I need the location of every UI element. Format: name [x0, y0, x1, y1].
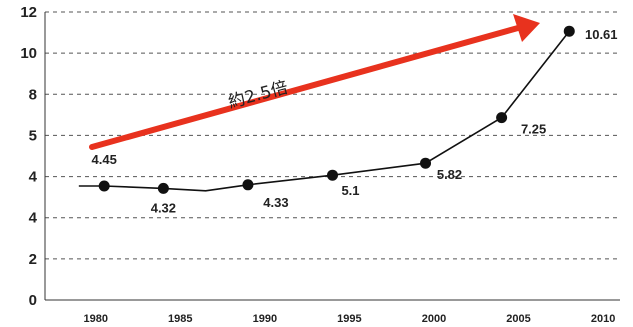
y-tick-label: 8	[29, 86, 37, 103]
trend-arrow: 約2.5倍	[89, 14, 540, 150]
data-point	[98, 180, 110, 192]
series	[78, 25, 575, 194]
data-label: 5.82	[437, 167, 462, 182]
data-point	[420, 157, 432, 169]
x-tick-label: 2010	[591, 313, 615, 325]
annotation-text: 約2.5倍	[226, 78, 290, 113]
y-tick-labels: 0 2 4 4 5 8 10 12	[20, 4, 37, 309]
data-label: 4.32	[151, 200, 176, 215]
data-point	[157, 182, 169, 194]
x-tick-label: 1985	[168, 313, 192, 325]
x-tick-labels: 1980 1985 1990 1995 2000 2005 2010	[83, 313, 615, 325]
data-point	[563, 25, 575, 37]
data-labels: 4.45 4.32 4.33 5.1 5.82 7.25 10.61	[92, 27, 618, 215]
x-tick-label: 2005	[506, 313, 530, 325]
y-tick-label: 12	[20, 4, 37, 21]
data-point	[496, 112, 508, 124]
arrow-head	[513, 14, 540, 42]
arrow-shaft	[89, 25, 521, 150]
y-tick-label: 4	[29, 169, 38, 186]
data-point	[242, 179, 254, 191]
data-label: 4.33	[263, 195, 288, 210]
series-line	[78, 30, 570, 192]
y-tick-label: 4	[29, 210, 38, 227]
y-tick-label: 0	[29, 292, 37, 309]
x-tick-label: 2000	[422, 313, 446, 325]
x-tick-label: 1995	[337, 313, 361, 325]
data-label: 7.25	[521, 122, 546, 137]
data-label: 4.45	[92, 152, 117, 167]
data-label: 10.61	[585, 27, 618, 42]
y-tick-label: 10	[20, 45, 37, 62]
y-tick-label: 2	[29, 251, 37, 268]
axes	[44, 12, 620, 301]
data-label: 5.1	[341, 183, 359, 198]
x-tick-label: 1980	[83, 313, 107, 325]
data-point	[327, 169, 338, 181]
x-tick-label: 1990	[253, 313, 277, 325]
y-tick-label: 5	[29, 127, 37, 144]
